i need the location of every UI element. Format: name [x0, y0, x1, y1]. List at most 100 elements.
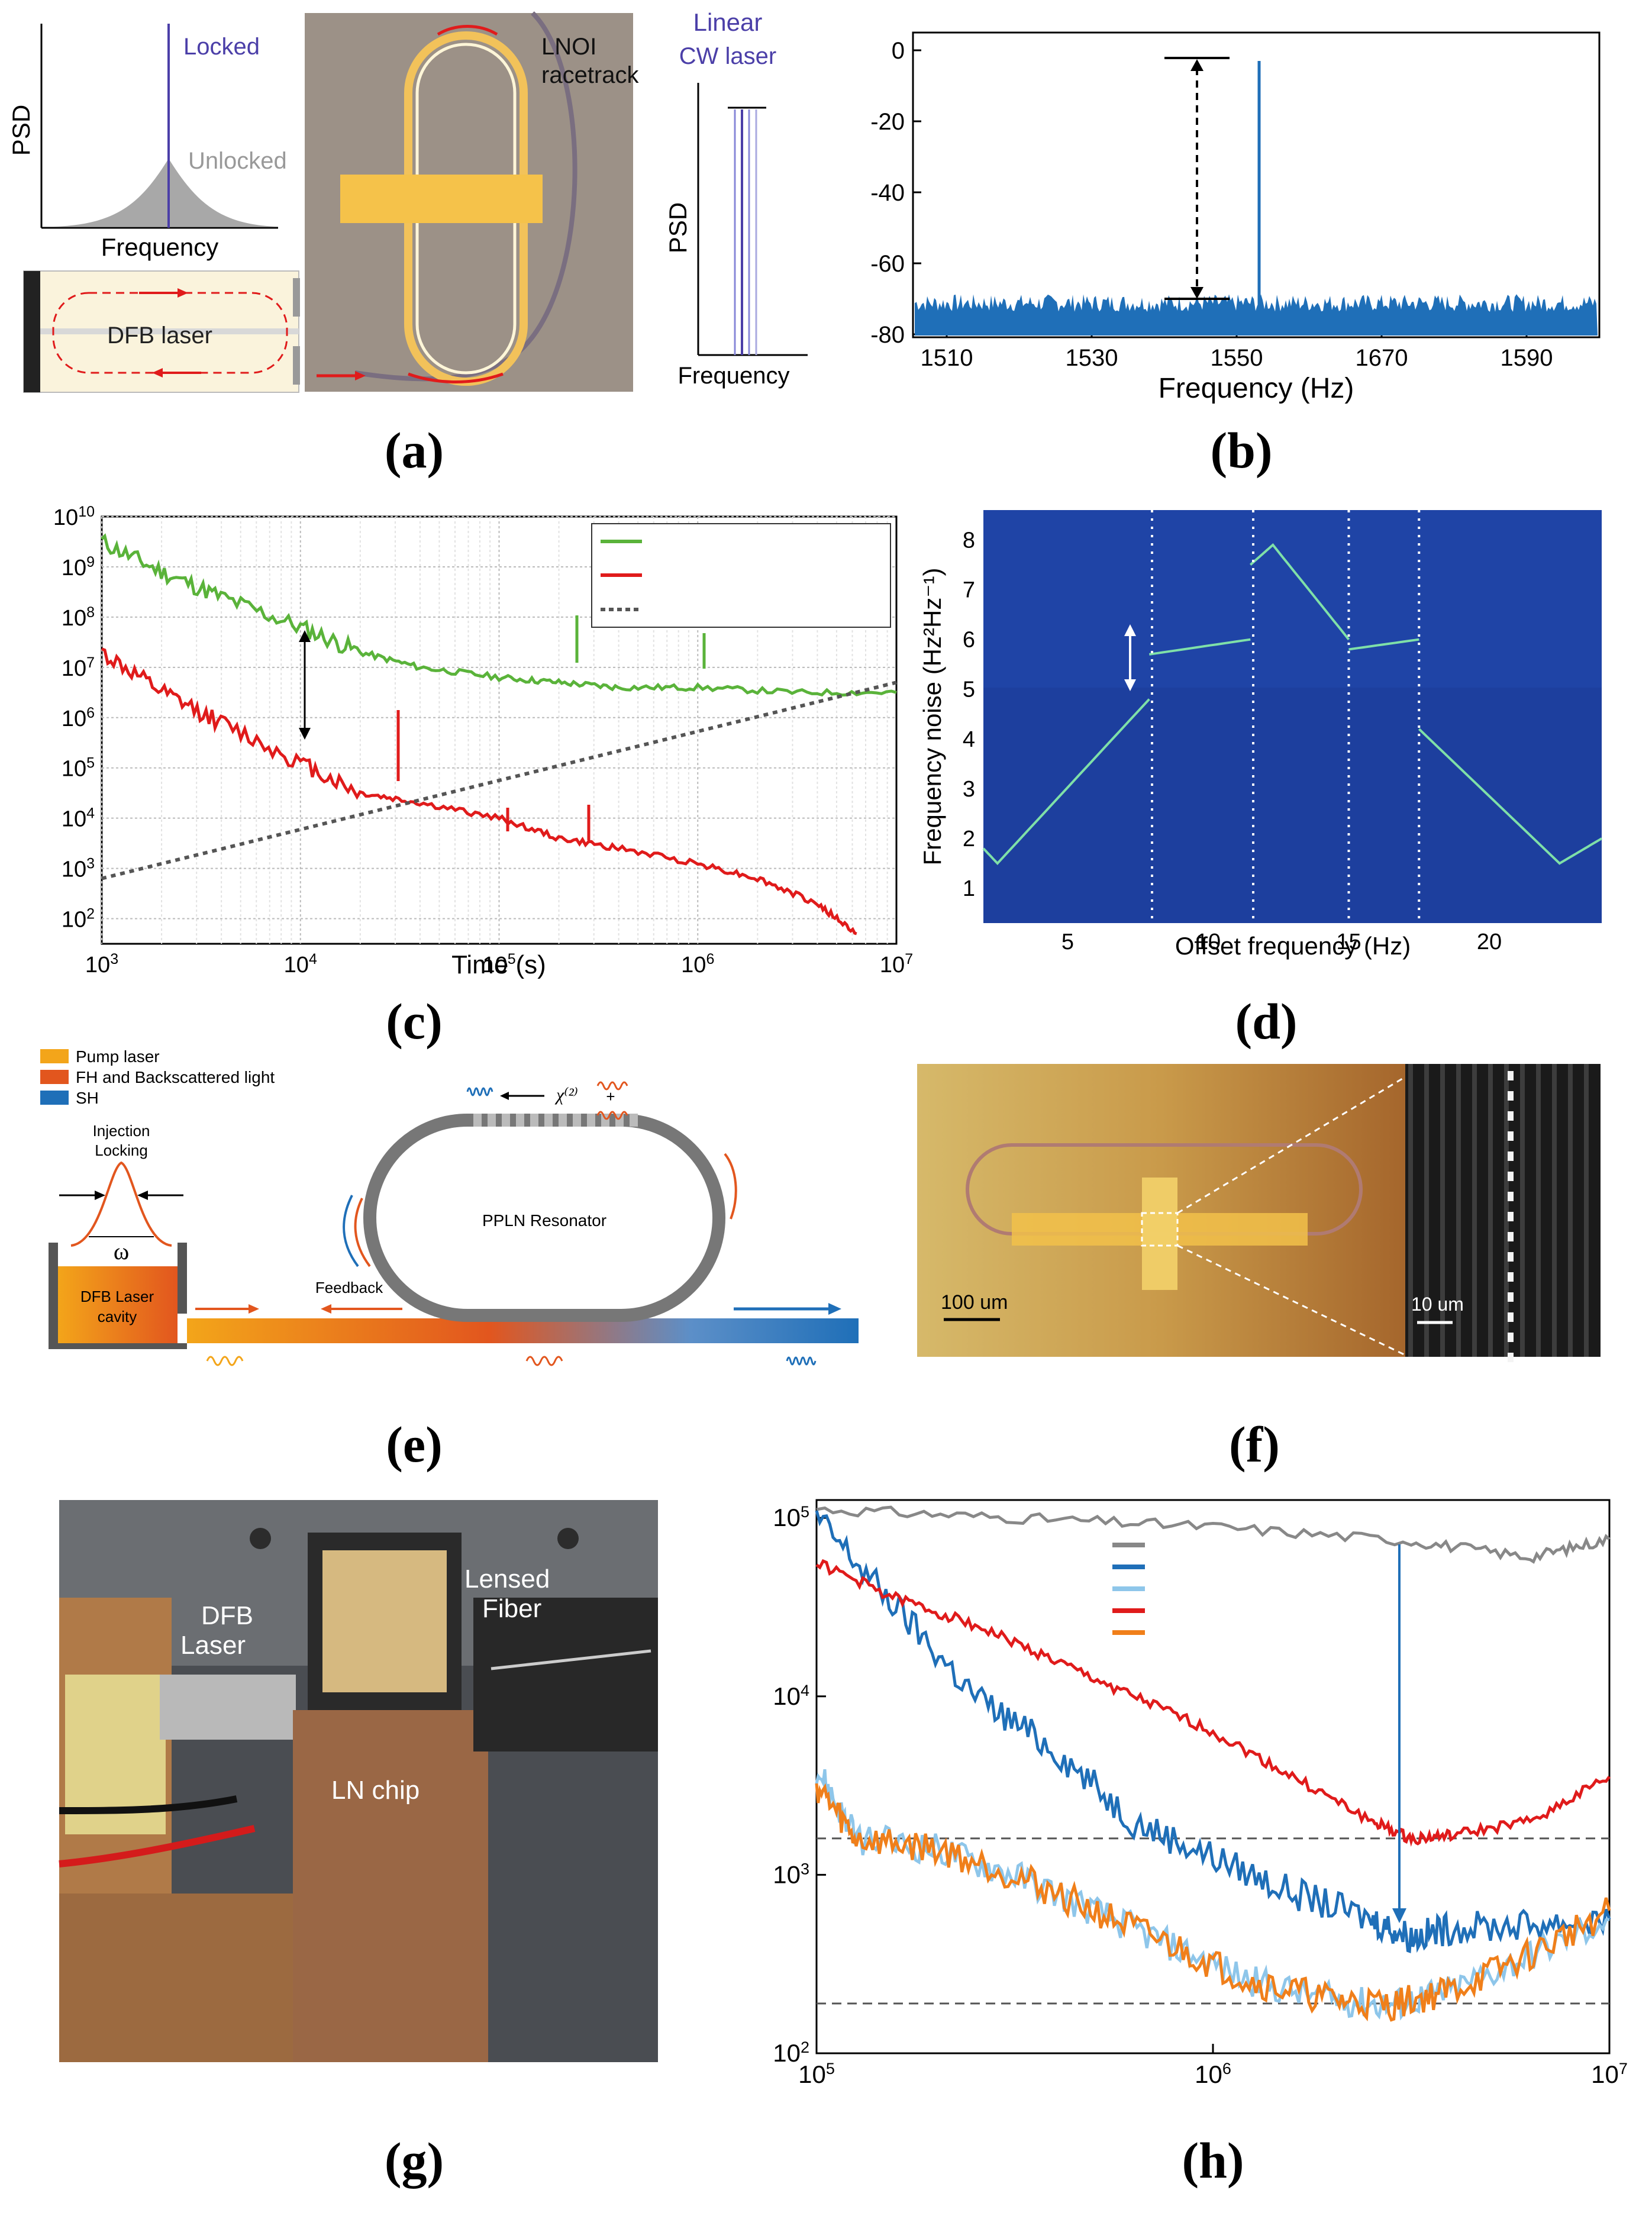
f-poling-dot	[1508, 1333, 1514, 1342]
b-yticks: 0 -20 -40 -60 -80	[870, 38, 921, 348]
legend-sh-swatch	[40, 1091, 69, 1105]
d-band-upper	[983, 510, 1602, 688]
f-stripe	[1456, 1064, 1461, 1357]
d-trace-2	[1249, 543, 1350, 640]
d-ytick-label: 3	[963, 777, 975, 802]
arrow-head-right	[178, 288, 188, 298]
panel-label-e: (e)	[386, 1416, 442, 1473]
sh-circulation	[343, 1195, 359, 1267]
b-plot-frame	[912, 31, 1601, 338]
c-series-hybrid-lnoi	[101, 647, 857, 936]
g-fiber-label-1: Lensed	[464, 1565, 550, 1594]
d-trace-3	[1348, 638, 1419, 651]
d-ytick-label: 7	[963, 578, 975, 603]
psd2-ylabel: PSD	[664, 202, 692, 253]
h-23db-arrow-head	[1392, 1908, 1406, 1923]
h-yticks: 102 103 104 105	[773, 1503, 826, 2067]
c-ytick-label: 108	[62, 604, 95, 631]
pump-arrow-head	[249, 1304, 259, 1314]
plus-label: +	[606, 1088, 615, 1105]
h-xticks: 105 106 107	[798, 2044, 1628, 2088]
injection-label: Injection	[93, 1122, 150, 1140]
f-poling-dot	[1508, 1151, 1514, 1161]
f-zoom-line-top	[1177, 1076, 1406, 1214]
f-poling-stripes	[1408, 1064, 1589, 1362]
h-ytick-label: 104	[773, 1682, 809, 1710]
sh-out-arrow-head	[828, 1303, 841, 1315]
dfb-facet-bottom	[293, 346, 300, 385]
b-ytick-label: -20	[870, 109, 905, 135]
c-ytick-label: 105	[62, 755, 95, 782]
f-scale-2: 10 um	[1411, 1294, 1464, 1315]
c-25db-arrow-bottom	[299, 728, 311, 740]
d-trace-1	[1149, 638, 1251, 656]
panel-f: 100 um 10 um	[917, 1064, 1601, 1362]
h-xtick-label: 107	[1591, 2060, 1628, 2088]
f-poling-dot	[1508, 1252, 1514, 1262]
b-ytick-label: 0	[892, 38, 905, 64]
d-xtick-label: 15	[1336, 930, 1361, 954]
b-smsr-arrow-bottom	[1190, 287, 1203, 299]
c-ytick-label: 106	[62, 705, 95, 731]
d-range-arrow-bottom	[1124, 679, 1136, 691]
h-ytick-label: 103	[773, 1860, 809, 1888]
panel-d: 1 2 3 4 5 6 7 8 5 10 15 20 Offset frequency (Hz) F…	[918, 510, 1603, 960]
g-hole-2	[557, 1528, 579, 1549]
psd1-xlabel: Frequency	[101, 233, 218, 261]
pump-wave-bottom	[206, 1356, 244, 1366]
h-series-sil-sh-filtered	[815, 1783, 1611, 2022]
f-poling-dot	[1508, 1232, 1514, 1241]
f-scale-1: 100 um	[941, 1291, 1008, 1314]
electrode	[340, 175, 543, 223]
panel-label-d: (d)	[1235, 993, 1297, 1050]
psd1-ylabel: PSD	[7, 105, 35, 156]
d-traces	[982, 543, 1603, 866]
arrow-head-left	[152, 368, 163, 378]
omega-label: ω	[114, 1238, 129, 1265]
cavity-wall-right	[178, 1243, 187, 1314]
inj-arrow-right-head	[137, 1191, 148, 1200]
panel-h: 102 103 104 105 105 106 107	[773, 1499, 1628, 2088]
dfb-cavity	[58, 1266, 178, 1349]
c-ytick-label: 1010	[53, 504, 95, 530]
sh-wave-bottom	[786, 1356, 817, 1366]
f-poling-dot	[1508, 1212, 1514, 1221]
legend-sh: SH	[76, 1089, 99, 1107]
legend-fh: FH and Backscattered light	[76, 1068, 275, 1086]
h-ytick-label: 105	[773, 1503, 809, 1531]
racetrack-label: racetrack	[541, 62, 639, 88]
d-ylabel: Frequency noise (Hz²Hz⁻¹)	[918, 568, 946, 866]
b-smsr-arrow-top	[1190, 59, 1203, 71]
legend-pump: Pump laser	[76, 1047, 160, 1066]
f-poling-dot	[1508, 1131, 1514, 1141]
feedback-arrow-head	[321, 1304, 331, 1314]
f-poling-dot	[1508, 1192, 1514, 1201]
f-stripe	[1536, 1064, 1541, 1357]
f-poling-dot	[1508, 1353, 1514, 1362]
c-ytick-label: 103	[62, 856, 95, 882]
dfb-cavity-label-1: DFB Laser	[80, 1288, 154, 1305]
panel-a: PSD Frequency Locked Unlocked DFB laser …	[7, 8, 808, 393]
inj-arrow-left-head	[95, 1191, 105, 1200]
c-xtick-label: 105	[482, 951, 515, 978]
g-dfb-label-1: DFB	[201, 1601, 253, 1630]
g-fiber-label-2: Fiber	[482, 1594, 541, 1623]
b-xticks: 1510 1530 1550 1670 1590	[921, 329, 1553, 371]
panel-label-c: (c)	[386, 993, 442, 1050]
g-lensed-fiber	[491, 1649, 651, 1670]
panel-label-h: (h)	[1182, 2132, 1244, 2189]
d-xtick-label: 20	[1477, 930, 1502, 954]
c-xtick-label: 104	[284, 951, 317, 978]
g-fiber-mount	[473, 1598, 658, 1751]
d-trace-0	[982, 698, 1150, 866]
resonator-label: PPLN Resonator	[482, 1211, 606, 1230]
dfb-mode-path	[52, 292, 288, 374]
dfb-back-mirror	[24, 271, 40, 392]
g-copper-stage	[293, 1710, 488, 2062]
feedback-label: Feedback	[315, 1279, 383, 1296]
f-stripe	[1568, 1064, 1573, 1357]
h-series-free-running-dfb	[816, 1505, 1611, 1564]
d-ytick-label: 6	[963, 628, 975, 653]
f-poling-dot	[1508, 1292, 1514, 1302]
